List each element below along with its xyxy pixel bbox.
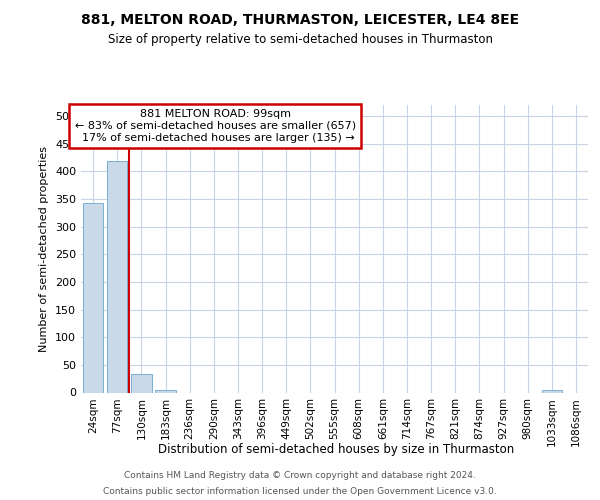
Y-axis label: Number of semi-detached properties: Number of semi-detached properties — [40, 146, 49, 352]
Bar — [83, 203, 103, 392]
Text: Contains public sector information licensed under the Open Government Licence v3: Contains public sector information licen… — [103, 486, 497, 496]
Bar — [542, 390, 562, 392]
Text: Size of property relative to semi-detached houses in Thurmaston: Size of property relative to semi-detach… — [107, 32, 493, 46]
Text: 881, MELTON ROAD, THURMASTON, LEICESTER, LE4 8EE: 881, MELTON ROAD, THURMASTON, LEICESTER,… — [81, 12, 519, 26]
Bar — [155, 390, 176, 392]
Text: Distribution of semi-detached houses by size in Thurmaston: Distribution of semi-detached houses by … — [158, 442, 514, 456]
Text: 881 MELTON ROAD: 99sqm
← 83% of semi-detached houses are smaller (657)
  17% of : 881 MELTON ROAD: 99sqm ← 83% of semi-det… — [75, 110, 356, 142]
Bar — [107, 162, 127, 392]
Bar — [131, 374, 152, 392]
Text: Contains HM Land Registry data © Crown copyright and database right 2024.: Contains HM Land Registry data © Crown c… — [124, 472, 476, 480]
